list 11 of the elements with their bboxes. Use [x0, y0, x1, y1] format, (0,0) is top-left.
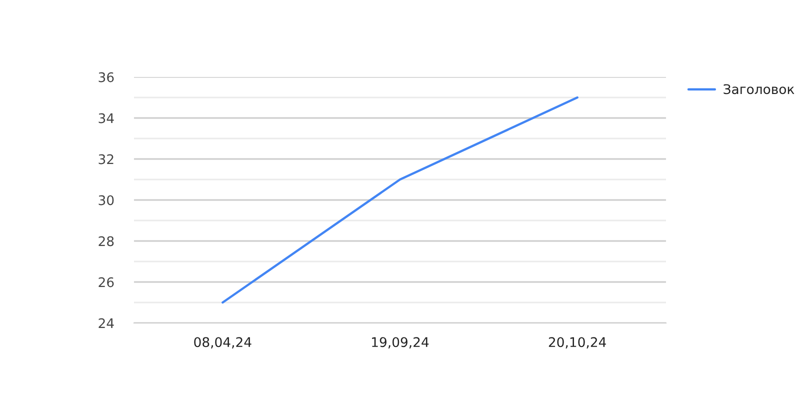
- y-tick-label: 32: [98, 154, 114, 164]
- x-tick-label: 08,04,24: [194, 337, 252, 348]
- y-tick-label: 30: [98, 195, 114, 206]
- y-tick-label: 28: [98, 236, 114, 246]
- y-tick-label: 34: [98, 113, 114, 124]
- legend-label: Заголовок: [724, 84, 794, 94]
- x-tick-label: 20,10,24: [548, 337, 606, 348]
- y-tick-label: 24: [98, 318, 114, 328]
- x-tick-label: 19,09,24: [372, 337, 429, 348]
- y-tick-label: 26: [98, 277, 114, 288]
- y-tick-label: 36: [98, 72, 114, 82]
